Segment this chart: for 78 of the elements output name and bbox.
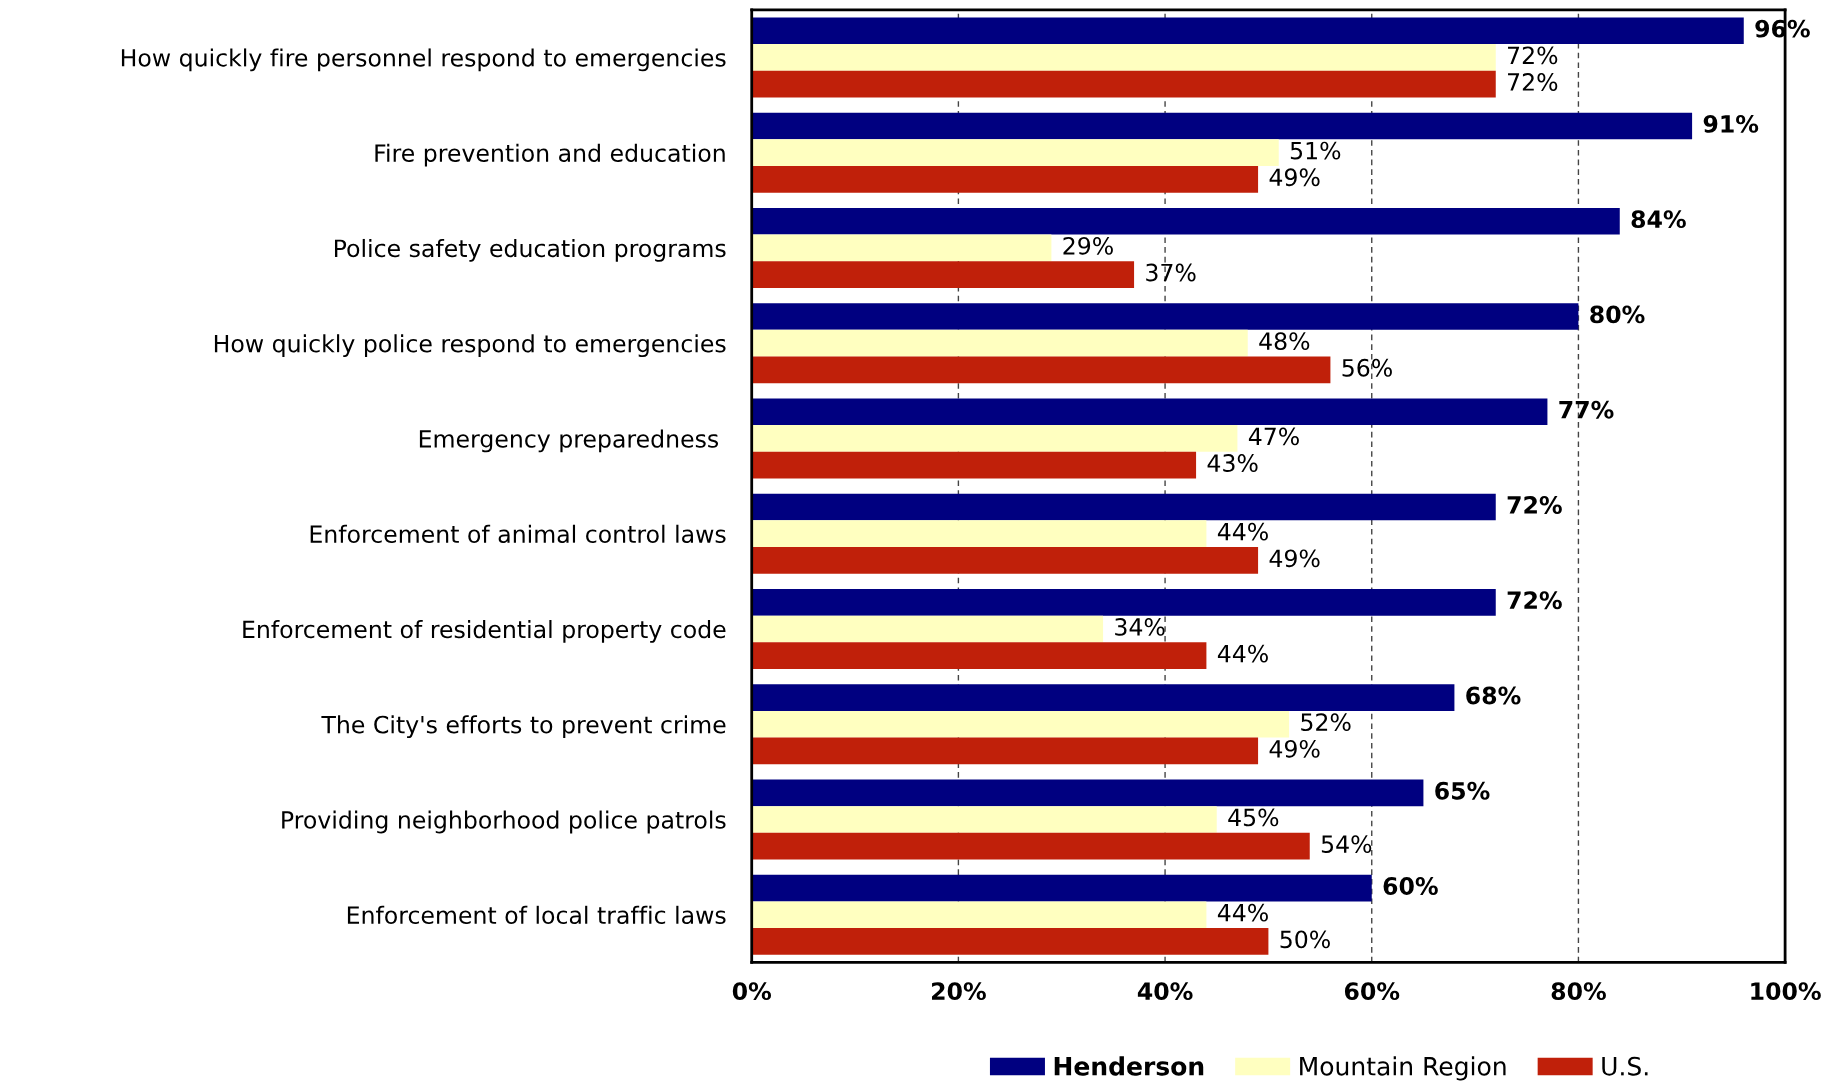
data-label: 48% [1259,332,1310,351]
bar [751,710,1290,738]
bar [751,615,1104,643]
bar [751,451,1197,479]
bar [751,17,1744,45]
y-tick-label: Providing neighborhood police patrols [282,810,726,834]
bar [751,329,1248,357]
bar [751,303,1579,330]
data-label: 52% [1301,713,1351,732]
data-label: 43% [1207,454,1258,472]
bar [751,547,1259,574]
y-tick-label: Enforcement of local traffic laws [347,905,726,925]
bar [751,425,1238,452]
bar [751,737,1259,765]
legend-label: Mountain Region [1300,1056,1506,1081]
bar [751,684,1455,711]
data-label: 34% [1115,617,1165,636]
data-label: 49% [1269,739,1320,758]
bar [751,588,1496,616]
y-tick-label: Fire prevention and education [375,143,725,167]
y-tick-label: How quickly police respond to emergencies [214,334,726,358]
y-tick-label: The City's efforts to prevent crime [321,715,726,739]
data-label: 77% [1559,400,1614,419]
data-label: 54% [1321,835,1372,854]
data-label: 84% [1631,210,1686,229]
bar [751,70,1496,98]
bar [751,398,1548,426]
bar [751,928,1269,955]
bar [751,166,1259,193]
bar [751,493,1496,521]
data-label: 50% [1280,930,1330,949]
legend-label: Henderson [1054,1056,1204,1076]
bar [751,806,1217,833]
bar [751,874,1372,902]
x-tick-label: 80% [1551,982,1606,1001]
legend-label: U.S. [1602,1056,1648,1076]
bar [751,207,1620,235]
data-label: 72% [1508,73,1558,91]
data-label: 56% [1342,358,1392,377]
bar [751,139,1279,166]
data-label: 44% [1217,903,1268,922]
bar [751,234,1052,262]
data-label: 72% [1508,46,1558,65]
data-label: 68% [1466,686,1521,705]
bar [751,642,1207,669]
bar [751,261,1135,288]
data-label: 72% [1507,496,1562,514]
data-label: 65% [1435,781,1490,800]
bar [751,112,1693,140]
data-label: 37% [1146,263,1196,282]
y-tick-label: Enforcement of residential property code [243,620,726,643]
data-label: 72% [1507,591,1562,610]
data-label: 44% [1217,644,1268,663]
bar [751,520,1207,548]
bar [751,356,1331,384]
data-label: 91% [1703,114,1759,133]
data-label: 80% [1590,305,1645,324]
data-label: 60% [1383,877,1438,895]
x-tick-label: 20% [932,982,986,1001]
y-tick-label: Emergency preparedness [419,429,719,453]
x-tick-label: 0% [732,982,772,1001]
bar [751,901,1207,929]
data-label: 51% [1290,141,1341,160]
data-label: 29% [1063,236,1113,255]
x-tick-label: 100% [1751,982,1821,1001]
bar [751,832,1310,860]
bar [751,44,1496,71]
data-label: 44% [1217,522,1268,541]
bar [751,779,1424,807]
data-label: 49% [1269,168,1320,187]
x-tick-label: 40% [1137,982,1193,1001]
y-tick-label: How quickly fire personnel respond to emergencies [121,48,726,72]
data-label: 49% [1269,549,1320,568]
y-tick-label: Police safety education programs [334,238,726,262]
y-tick-label: Enforcement of animal control laws [310,524,726,544]
x-tick-label: 60% [1344,982,1400,1001]
data-label: 45% [1228,808,1279,827]
data-label: 47% [1248,427,1299,446]
